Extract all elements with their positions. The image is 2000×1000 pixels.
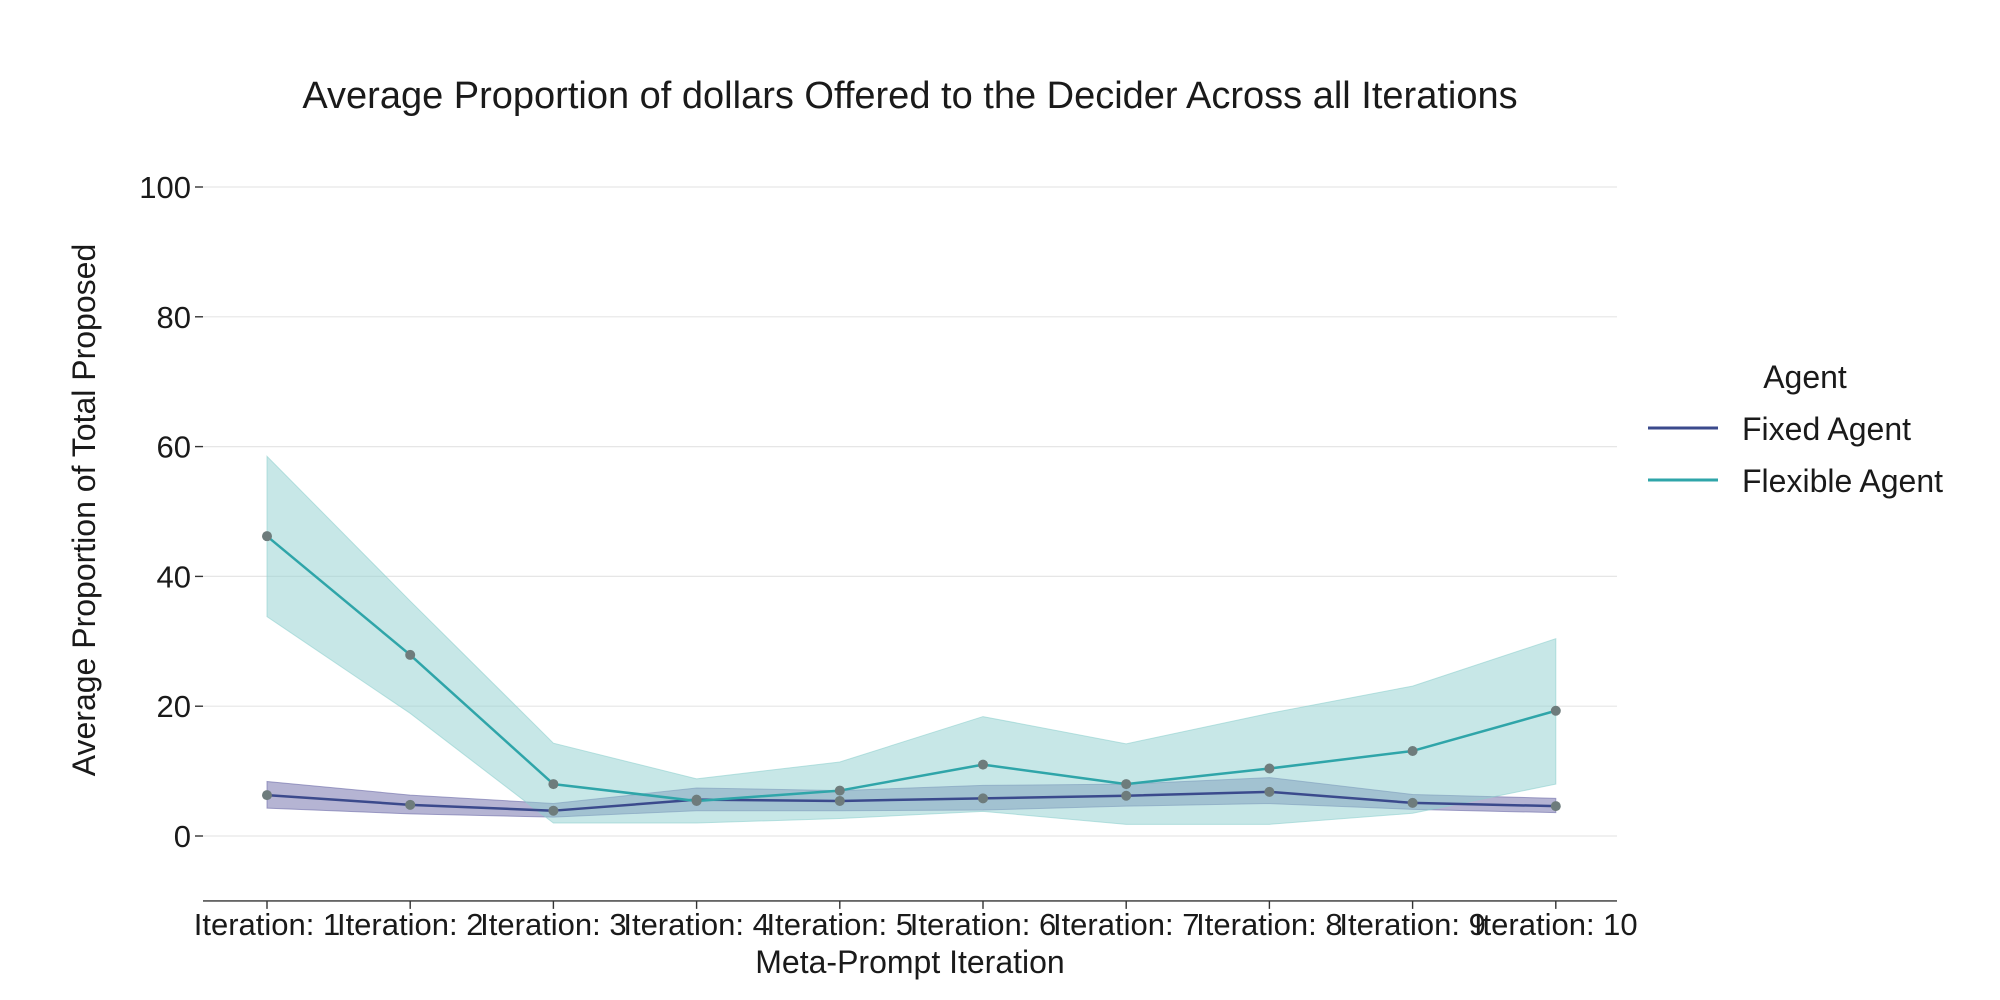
point-fixed-agent-1 [262,790,272,801]
point-flexible-agent-2 [405,649,416,660]
legend: Agent Fixed Agent Flexible Agent [1648,359,1943,499]
y-tick-label-40: 40 [157,559,191,594]
legend-label-flexible-agent: Flexible Agent [1742,463,1943,499]
point-fixed-agent-6 [978,793,988,804]
point-flexible-agent-10 [1550,705,1561,716]
x-tick-label-10: Iteration: 10 [1474,907,1638,942]
point-fixed-agent-8 [1264,786,1275,797]
x-tick-label-8: Iteration: 8 [1196,907,1342,942]
legend-label-fixed-agent: Fixed Agent [1742,411,1911,447]
y-axis-label: Average Proportion of Total Proposed [66,244,102,777]
x-tick-label-1: Iteration: 1 [194,907,340,942]
point-fixed-agent-3 [548,805,559,816]
y-tick-label-60: 60 [157,430,191,465]
x-tick-label-2: Iteration: 2 [337,907,483,942]
point-flexible-agent-8 [1264,763,1275,774]
line-flexible-agent [266,535,1557,803]
chart-title: Average Proportion of dollars Offered to… [302,75,1517,117]
point-fixed-agent-9 [1407,797,1418,808]
series-markers [262,531,1561,816]
point-fixed-agent-7 [1121,790,1132,801]
point-flexible-agent-3 [548,779,559,790]
point-fixed-agent-2 [405,799,416,810]
series-lines [266,535,1557,812]
point-flexible-agent-1 [262,531,272,542]
point-flexible-agent-5 [834,785,845,796]
band-flexible-agent [266,455,1557,825]
point-flexible-agent-4 [691,795,702,806]
line-fixed-agent [266,790,1556,812]
y-tick-label-20: 20 [157,689,191,724]
x-tick-label-6: Iteration: 6 [910,907,1056,942]
legend-title: Agent [1763,359,1847,395]
x-tick-label-9: Iteration: 9 [1339,907,1485,942]
x-tick-label-3: Iteration: 3 [480,907,626,942]
y-tick-label-80: 80 [157,300,191,335]
y-tick-label-0: 0 [174,819,191,854]
confidence-bands [266,455,1557,825]
x-axis-label: Meta-Prompt Iteration [755,944,1064,980]
point-fixed-agent-5 [834,795,845,806]
x-tick-label-5: Iteration: 5 [767,907,913,942]
point-flexible-agent-9 [1407,745,1418,756]
x-tick-label-4: Iteration: 4 [623,907,769,942]
point-flexible-agent-6 [978,759,988,770]
point-fixed-agent-10 [1550,801,1561,812]
x-tick-label-7: Iteration: 7 [1053,907,1199,942]
y-tick-label-100: 100 [139,170,191,205]
point-flexible-agent-7 [1121,779,1132,790]
